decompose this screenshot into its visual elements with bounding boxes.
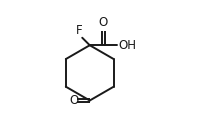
Text: O: O bbox=[99, 16, 108, 29]
Text: O: O bbox=[70, 94, 79, 107]
Text: OH: OH bbox=[118, 39, 136, 52]
Text: F: F bbox=[76, 24, 83, 37]
